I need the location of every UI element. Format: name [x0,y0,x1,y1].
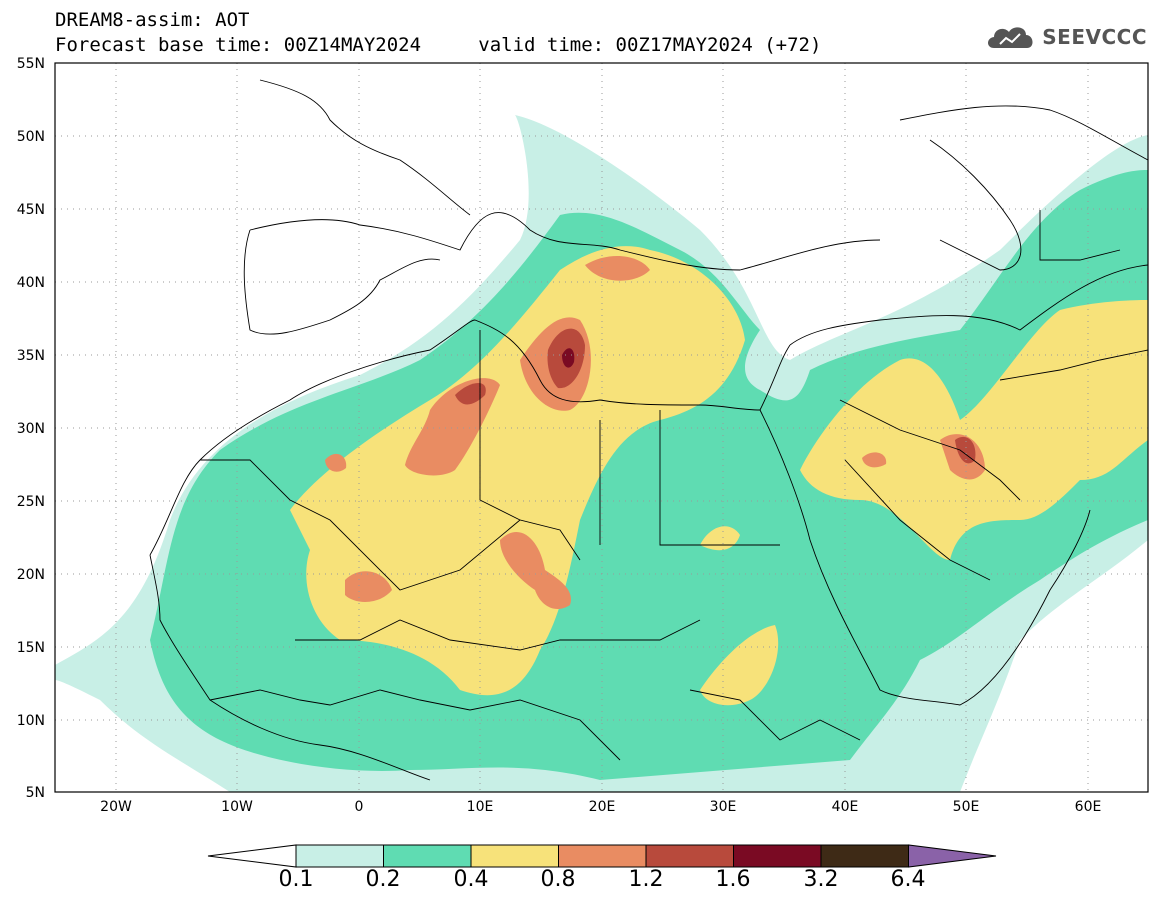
colorbar-swatch [733,844,822,868]
colorbar-swatch [470,844,559,868]
lon-tick-label: 10W [221,799,253,815]
colorbar-swatch [645,844,734,868]
lat-axis: 55N 50N 45N 40N 35N 30N 25N 20N 15N 10N … [17,56,45,801]
aot-contour-0.4 [700,625,779,706]
lat-tick-label: 55N [17,56,45,72]
colorbar-label: 1.2 [628,867,664,892]
colorbar-swatch [295,844,384,868]
map-frame [54,62,1149,793]
lat-tick-label: 20N [17,567,45,583]
aot-contour-0.8 [862,452,887,468]
logo-text: SEEVCCC [1042,25,1147,49]
aot-contour-1.6 [562,348,575,368]
aot-contour-0.8 [325,453,347,472]
aot-contour-0.4 [290,246,745,696]
lat-tick-label: 35N [17,348,45,364]
lat-tick-label: 30N [17,421,45,437]
aot-contour-0.8 [345,571,392,602]
lon-axis: 20W 10W 0 10E 20E 30E 40E 50E 60E [100,799,1101,815]
map-title: DREAM8-assim: AOT [55,9,250,31]
aot-contour-0.4 [700,526,740,551]
aot-contour-0.8 [585,255,650,281]
graticule [55,63,1148,792]
lon-tick-label: 60E [1075,799,1102,815]
lat-tick-label: 10N [17,713,45,729]
lat-tick-label: 50N [17,129,45,145]
lon-tick-label: 40E [832,799,859,815]
colorbar-swatch [820,844,909,868]
lat-tick-label: 15N [17,640,45,656]
lon-tick-label: 30E [710,799,737,815]
lon-tick-label: 10E [467,799,494,815]
aot-contour-0.8 [500,531,571,610]
valid-time: valid time: 00Z17MAY2024 (+72) [478,34,822,56]
aot-contour-0.8 [405,378,500,476]
lat-tick-label: 45N [17,202,45,218]
aot-contour-1.2 [955,436,976,464]
colorbar-swatch [383,844,472,868]
lon-tick-label: 50E [953,799,980,815]
colorbar [207,844,997,868]
lon-tick-label: 20W [100,799,132,815]
colorbar-label: 6.4 [890,867,926,892]
colorbar-label: 0.4 [453,867,489,892]
forecast-times: Forecast base time: 00Z14MAY2024 valid t… [55,34,821,56]
colorbar-arrow-high [908,844,997,868]
aot-contour-0.4 [800,300,1148,560]
colorbar-swatch [558,844,647,868]
aot-contour-1.2 [455,382,486,405]
lon-tick-label: 0 [355,799,364,815]
colorbar-label: 3.2 [803,867,839,892]
colorbar-label: 0.8 [540,867,576,892]
lon-tick-label: 20E [589,799,616,815]
lat-tick-label: 25N [17,494,45,510]
cloud-icon [988,27,1033,48]
lat-tick-label: 40N [17,275,45,291]
lat-tick-label: 5N [26,785,45,801]
coastlines [149,79,1148,781]
colorbar-arrow-low [207,844,297,868]
colorbar-label: 0.2 [365,867,401,892]
colorbar-label: 1.6 [715,867,751,892]
colorbar-label: 0.1 [278,867,314,892]
base-time: Forecast base time: 00Z14MAY2024 [55,34,422,56]
seevccc-logo: SEEVCCC [984,22,1147,52]
aot-field [55,63,1148,792]
